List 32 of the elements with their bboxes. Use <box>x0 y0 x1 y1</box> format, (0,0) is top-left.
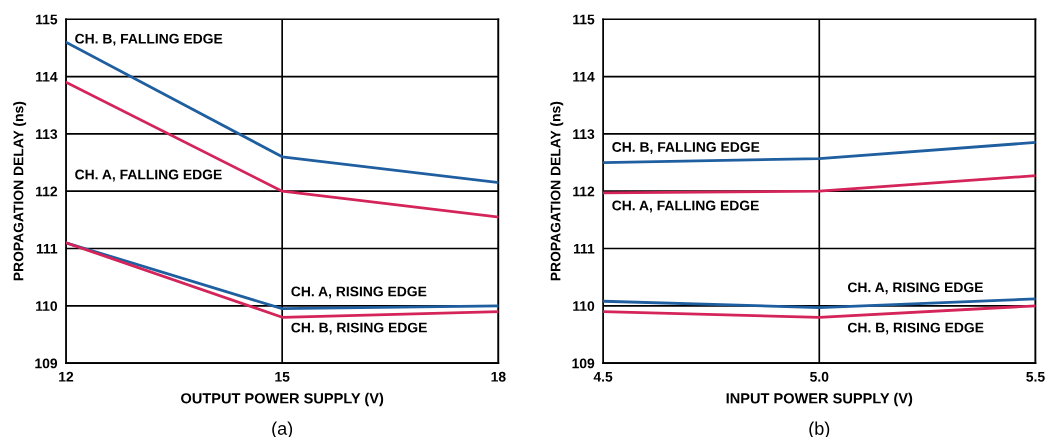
x-axis-title: OUTPUT POWER SUPPLY (V) <box>181 392 384 407</box>
y-tick-label: 109 <box>572 358 595 369</box>
y-tick-label: 110 <box>573 301 595 311</box>
y-tick-label: 112 <box>36 186 58 197</box>
x-tick-label: 12 <box>59 371 74 382</box>
series-label: CH. A, FALLING EDGE <box>612 200 759 213</box>
y-tick-label: 115 <box>573 14 595 25</box>
y-tick-label: 111 <box>36 243 58 254</box>
series-label: CH. A, RISING EDGE <box>847 282 983 295</box>
series-label: CH. B, FALLING EDGE <box>612 142 760 154</box>
series-label: CH. B, RISING EDGE <box>847 322 984 335</box>
y-tick-label: 112 <box>573 186 595 197</box>
series-label: CH. B, RISING EDGE <box>291 322 427 335</box>
y-tick-label: 113 <box>36 129 58 140</box>
x-tick-label: 15 <box>275 371 290 382</box>
x-tick-label: 5.0 <box>810 371 829 382</box>
y-tick-label: 111 <box>573 243 595 254</box>
x-tick-label: 5.5 <box>1026 371 1045 382</box>
y-tick-label: 114 <box>36 72 58 82</box>
series-label: CH. B, FALLING EDGE <box>75 33 223 46</box>
y-tick-label: 113 <box>573 129 595 140</box>
y-tick-label: 114 <box>573 72 595 82</box>
y-tick-label: 110 <box>36 301 58 311</box>
series-label: CH. A, RISING EDGE <box>291 286 427 299</box>
series-label: CH. A, FALLING EDGE <box>75 169 222 182</box>
x-tick-label: 18 <box>491 371 506 382</box>
y-axis-title: PROPAGATION DELAY (ns) <box>13 101 27 281</box>
x-axis-title: INPUT POWER SUPPLY (V) <box>726 392 913 407</box>
y-axis-title: PROPAGATION DELAY (ns) <box>550 101 564 281</box>
x-tick-label: 4.5 <box>593 371 613 382</box>
y-tick-label: 115 <box>36 14 58 25</box>
y-tick-label: 109 <box>35 358 58 369</box>
